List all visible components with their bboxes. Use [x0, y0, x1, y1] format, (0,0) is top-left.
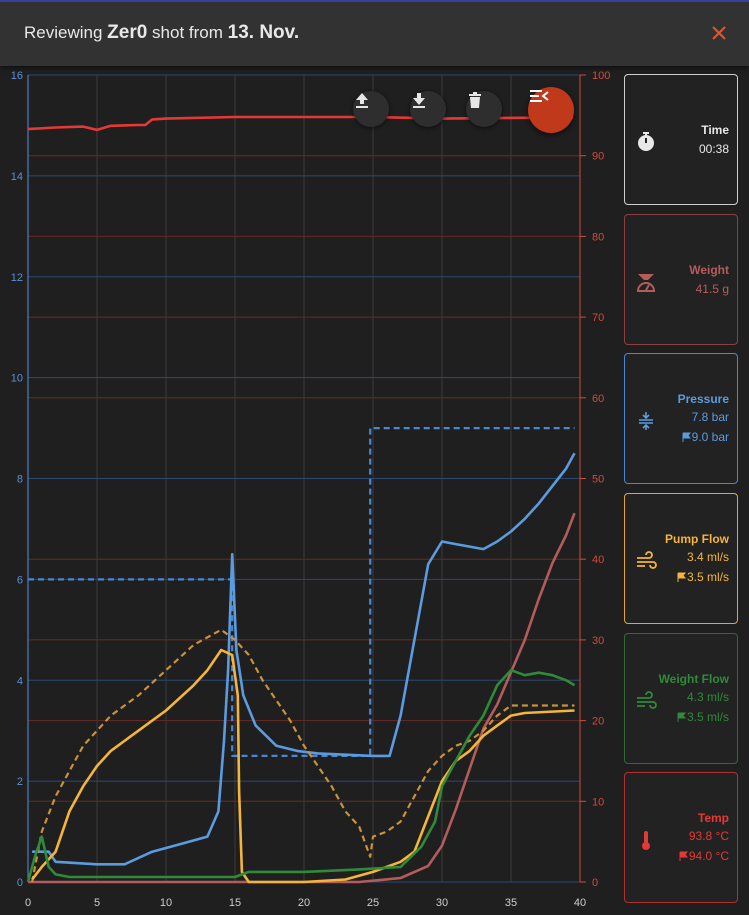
y-right-tick-label: 40 [592, 554, 604, 566]
flag-icon [682, 432, 691, 442]
y-left-tick-label: 8 [17, 474, 23, 486]
y-right-tick-label: 70 [592, 312, 604, 324]
menu-collapse-icon [530, 90, 549, 102]
series-weight-flow [26, 668, 576, 883]
pump-flow-value: 3.4 ml/s [686, 550, 729, 564]
y-right-tick-label: 10 [592, 796, 604, 808]
temp-value: 93.8 °C [688, 829, 729, 843]
x-tick-label: 0 [25, 897, 31, 909]
title-prefix: Reviewing [24, 23, 103, 42]
delete-icon [469, 92, 481, 108]
profile-name: Zer0 [107, 22, 148, 43]
weight-card[interactable]: Weight 41.5 g [624, 214, 738, 345]
weight-flow-target: 3.5 ml/s [677, 710, 729, 724]
y-right-tick-label: 50 [592, 474, 604, 486]
scale-icon [636, 274, 656, 292]
menu-toggle-button[interactable] [528, 87, 574, 133]
weight-flow-label: Weight Flow [658, 672, 729, 686]
time-value: 00:38 [698, 142, 729, 156]
time-card[interactable]: Time 00:38 [624, 74, 738, 205]
pressure-target: 9.0 bar [682, 430, 729, 444]
weight-value: 41.5 g [695, 282, 729, 296]
series-pump-flow [31, 648, 575, 884]
thermometer-icon [642, 831, 650, 850]
wind-icon [637, 551, 657, 569]
stopwatch-icon [638, 132, 654, 151]
y-left-tick-label: 4 [17, 675, 23, 687]
x-tick-label: 35 [505, 897, 517, 909]
download-button[interactable] [410, 91, 446, 127]
title-middle: shot from [152, 23, 223, 42]
shot-date: 13. Nov. [227, 22, 300, 43]
y-left-tick-label: 2 [17, 776, 23, 788]
series-pressure [32, 452, 576, 866]
x-tick-label: 10 [160, 897, 172, 909]
y-left-tick-label: 12 [11, 272, 23, 284]
y-right-tick-label: 0 [592, 877, 598, 889]
series-pressure-target [28, 427, 575, 757]
y-right-tick-label: 100 [592, 70, 610, 82]
page-title: Reviewing Zer0 shot from 13. Nov. [24, 22, 299, 44]
x-tick-label: 20 [298, 897, 310, 909]
flag-icon [677, 572, 687, 582]
x-tick-label: 30 [436, 897, 448, 909]
y-left-tick-label: 0 [17, 877, 23, 889]
delete-button[interactable] [466, 91, 502, 127]
series-weight [28, 512, 576, 884]
pump-flow-card[interactable]: Pump Flow 3.4 ml/s 3.5 ml/s [624, 493, 738, 624]
upload-icon [356, 93, 368, 108]
y-right-tick-label: 90 [592, 151, 604, 163]
close-button[interactable] [707, 20, 731, 44]
y-right-tick-label: 60 [592, 393, 604, 405]
y-left-tick-label: 6 [17, 574, 23, 586]
x-tick-label: 25 [367, 897, 379, 909]
header-bar: Reviewing Zer0 shot from 13. Nov. [0, 0, 749, 66]
pressure-value: 7.8 bar [691, 410, 729, 424]
upload-button[interactable] [353, 91, 389, 127]
y-left-tick-label: 10 [11, 373, 23, 385]
close-icon [712, 26, 726, 40]
flag-icon [679, 851, 688, 861]
y-right-tick-label: 20 [592, 716, 604, 728]
y-right-tick-label: 30 [592, 635, 604, 647]
flag-icon [677, 712, 687, 722]
shot-chart: 0 2 4 6 8 10 12 14 16 0 10 20 30 40 50 60 70 80 90 100 0 5 10 1… [0, 66, 615, 915]
x-tick-label: 15 [229, 897, 241, 909]
y-left-tick-label: 14 [11, 171, 23, 183]
x-tick-label: 40 [574, 897, 586, 909]
weight-flow-value: 4.3 ml/s [686, 690, 729, 704]
pressure-label: Pressure [677, 392, 729, 406]
weight-label: Weight [689, 263, 729, 277]
wind-icon [637, 691, 657, 709]
y-right-tick-label: 80 [592, 231, 604, 243]
y-left-tick-label: 16 [11, 70, 23, 82]
pump-flow-target: 3.5 ml/s [677, 570, 729, 584]
download-icon [413, 93, 425, 108]
x-tick-label: 5 [94, 897, 100, 909]
pressure-card[interactable]: Pressure 7.8 bar 9.0 bar [624, 353, 738, 484]
temp-label: Temp [697, 811, 729, 825]
pressure-icon [639, 412, 653, 430]
temp-target: 94.0 °C [679, 849, 729, 863]
weight-flow-card[interactable]: Weight Flow 4.3 ml/s 3.5 ml/s [624, 633, 738, 764]
series-pump-flow-target [31, 628, 575, 883]
temp-card[interactable]: Temp 93.8 °C 94.0 °C [624, 772, 738, 903]
chart-svg: 0 2 4 6 8 10 12 14 16 0 10 20 30 40 50 60 70 80 90 100 0 5 10 1… [11, 70, 611, 909]
pump-flow-label: Pump Flow [665, 532, 729, 546]
time-label: Time [701, 123, 729, 137]
